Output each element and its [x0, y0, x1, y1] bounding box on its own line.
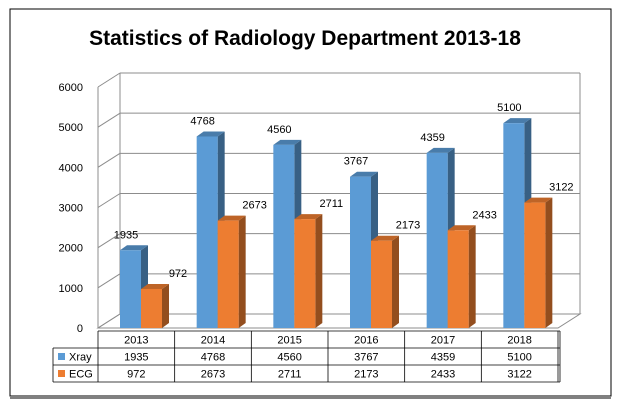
table-cell: 4768 [201, 352, 225, 364]
bar-front [350, 176, 371, 328]
bar-front [524, 202, 546, 328]
x-tick-label: 2018 [507, 335, 531, 347]
data-table: 2013 2014 2015 2016 2017 2018 Xray 1935 4768 4560… [52, 330, 561, 383]
data-label: 4359 [420, 132, 444, 144]
data-label: 3122 [549, 182, 573, 194]
gridline-side [97, 112, 121, 128]
bar-top [524, 197, 553, 203]
floor [96, 313, 582, 329]
bar-side [238, 215, 246, 328]
bar-ecg-2018 [524, 197, 553, 328]
y-tick-label: 5000 [59, 122, 83, 134]
x-tick-label: 2013 [124, 335, 148, 347]
bar-front [371, 240, 392, 328]
data-label: 4768 [190, 115, 214, 127]
bar-top [503, 118, 532, 124]
gridline-side [97, 193, 121, 208]
bar-side [392, 235, 399, 328]
bar-front [196, 136, 218, 328]
data-label: 2711 [320, 198, 344, 210]
table-cell: 2711 [278, 369, 302, 381]
bar-ecg-2014 [217, 215, 246, 328]
table-cell: 4560 [277, 352, 301, 364]
y-tick-label: 0 [77, 323, 83, 335]
bar-top [217, 215, 246, 221]
y-tick-label: 3000 [59, 203, 83, 215]
bar-front [503, 123, 525, 329]
data-label: 4560 [267, 124, 291, 136]
table-cell: 4359 [431, 352, 455, 364]
bar-top [350, 171, 378, 177]
x-tick-label: 2015 [277, 335, 301, 347]
data-label: 5100 [497, 102, 521, 114]
bar-top [273, 139, 302, 145]
bar-front [120, 250, 141, 328]
table-cell: 972 [127, 369, 145, 381]
bar-front [426, 152, 448, 328]
bar-side [468, 225, 476, 328]
data-label: 3767 [344, 156, 368, 168]
data-label: 2673 [242, 200, 266, 212]
data-label: 1935 [114, 229, 138, 241]
bar-front [447, 230, 469, 328]
bar-top [426, 147, 455, 153]
bar-front [294, 219, 316, 328]
x-tick-label: 2017 [431, 335, 455, 347]
bar-top [371, 235, 399, 241]
table-cell: 2433 [431, 369, 455, 381]
gridline-side [97, 72, 121, 88]
bar-front [217, 220, 239, 328]
gridline-side [97, 152, 121, 168]
chart-title: Statistics of Radiology Department 2013-… [89, 27, 521, 50]
table-cell: 2673 [201, 369, 225, 381]
legend-label-xray: Xray [69, 352, 92, 364]
bar-front [273, 144, 295, 328]
bar-side [162, 283, 169, 328]
data-label: 972 [169, 268, 187, 280]
table-cell: 3122 [507, 369, 531, 381]
table-cell: 3767 [354, 352, 378, 364]
y-tick-label: 4000 [59, 162, 83, 174]
bar-ecg-2015 [294, 214, 323, 328]
bar-top [141, 283, 169, 289]
bar-side [315, 214, 323, 328]
data-label: 2173 [396, 220, 420, 232]
bar-top [196, 131, 225, 137]
legend-swatch-xray [58, 353, 65, 360]
data-label: 2433 [472, 209, 496, 221]
bar-top [294, 214, 323, 220]
bar-top [447, 225, 476, 231]
x-tick-label: 2014 [201, 335, 225, 347]
bar-ecg-2016 [371, 235, 399, 328]
bar-ecg-2017 [447, 225, 476, 328]
bars: 1935 972 4768 2673 4560 2711 3767 2173 4359 2433 5… [114, 102, 574, 329]
y-axis: 0 1000 2000 3000 4000 5000 6000 [59, 82, 83, 335]
y-tick-label: 2000 [59, 243, 83, 255]
bar-front [141, 288, 162, 328]
y-tick-label: 1000 [59, 283, 83, 295]
gridline-side [97, 233, 121, 249]
bar-ecg-2013 [141, 283, 169, 328]
table-cell: 2173 [354, 369, 378, 381]
table-cell: 1935 [124, 352, 148, 364]
table-cell: 5100 [507, 352, 531, 364]
legend-swatch-ecg [58, 370, 65, 377]
gridline-side [97, 273, 121, 289]
legend-label-ecg: ECG [69, 369, 93, 381]
bar-top [120, 245, 148, 251]
y-tick-label: 6000 [59, 82, 83, 94]
bar-side [545, 197, 553, 328]
x-tick-label: 2016 [354, 335, 378, 347]
